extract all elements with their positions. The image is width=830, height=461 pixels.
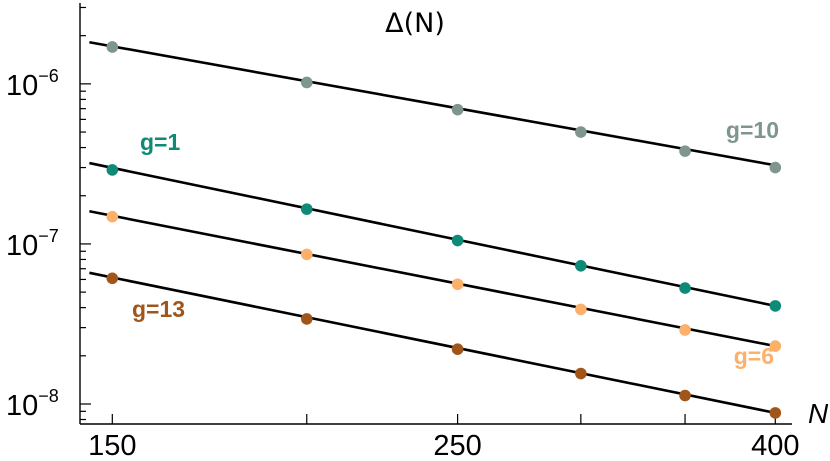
- data-point-g6-300: [575, 303, 587, 316]
- series-label-g13: g=13: [132, 296, 185, 322]
- series-label-g6: g=6: [734, 343, 774, 369]
- y-ticks: 10−610−710−8: [6, 6, 91, 422]
- data-points: [106, 41, 782, 419]
- data-point-g10-200: [300, 76, 313, 89]
- data-point-g13-300: [575, 367, 587, 380]
- chart-title: Δ(N): [385, 8, 445, 39]
- data-point-g1-350: [679, 282, 691, 294]
- series-label-g1: g=1: [140, 129, 180, 155]
- data-point-g6-350: [679, 324, 691, 336]
- data-point-g6-200: [300, 248, 313, 261]
- data-point-g1-150: [106, 164, 119, 176]
- data-point-g13-400: [769, 407, 782, 419]
- y-tick-label-base: 10: [6, 230, 38, 262]
- fit-line-g1: [89, 161, 776, 308]
- y-tick-label-base: 10: [6, 70, 38, 102]
- data-point-g1-300: [575, 260, 587, 272]
- series-label-g10: g=10: [726, 117, 779, 143]
- y-tick-label-exponent: −6: [38, 66, 59, 86]
- fit-line-g6: [89, 209, 776, 348]
- axes: [79, 3, 792, 425]
- data-point-g6-400: [769, 340, 782, 352]
- fit-line-g10: [89, 40, 776, 167]
- data-point-g13-200: [300, 313, 313, 325]
- data-point-g1-200: [300, 203, 313, 215]
- data-point-g10-300: [575, 126, 587, 138]
- data-point-g10-250: [451, 103, 464, 116]
- data-point-g13-250: [451, 343, 464, 355]
- fit-line-g13: [89, 271, 776, 415]
- y-tick-label-0: 10−6: [6, 66, 59, 102]
- fit-lines: [89, 40, 776, 415]
- y-tick-label-exponent: −7: [38, 226, 59, 246]
- data-point-g13-350: [679, 389, 691, 402]
- x-tick-label-400: 400: [751, 430, 799, 461]
- x-tick-label-250: 250: [433, 430, 481, 461]
- data-point-g10-400: [769, 161, 782, 174]
- data-point-g6-250: [451, 278, 464, 291]
- y-tick-label-2: 10−8: [6, 386, 59, 422]
- data-point-g13-150: [106, 272, 119, 285]
- data-point-g10-350: [679, 145, 691, 157]
- series-labels: g=10 g=1 g=6 g=13: [132, 117, 779, 369]
- data-point-g6-150: [106, 210, 119, 223]
- y-tick-label-1: 10−7: [6, 226, 59, 262]
- x-tick-label-150: 150: [88, 430, 136, 461]
- y-tick-label-base: 10: [6, 390, 38, 422]
- y-tick-label-exponent: −8: [38, 386, 59, 406]
- x-ticks: 150 250 400: [88, 414, 800, 461]
- x-axis-label: N: [808, 398, 829, 429]
- data-point-g1-400: [769, 300, 782, 312]
- data-point-g10-150: [106, 41, 119, 53]
- data-point-g1-250: [451, 234, 464, 247]
